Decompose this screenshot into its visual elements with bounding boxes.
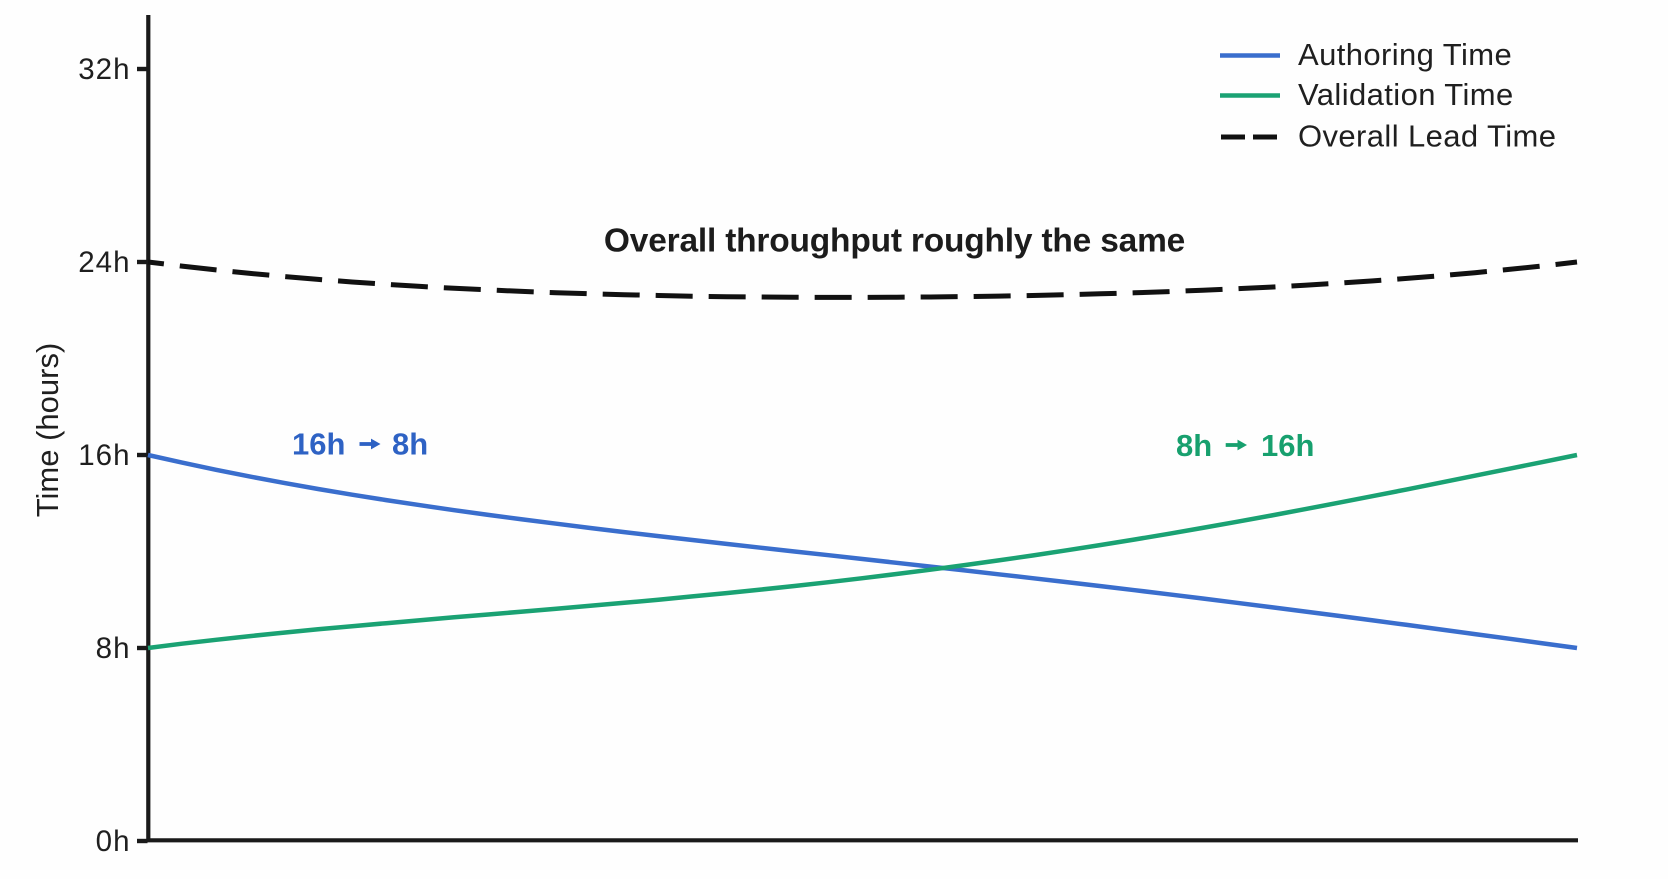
svg-text:Validation Time: Validation Time (1298, 77, 1514, 112)
svg-text:16h: 16h (292, 427, 345, 462)
svg-text:16h: 16h (78, 439, 130, 472)
svg-text:8h: 8h (392, 427, 428, 462)
svg-text:Overall Lead Time: Overall Lead Time (1298, 119, 1556, 154)
svg-text:32h: 32h (78, 53, 130, 86)
svg-text:Overall throughput roughly the: Overall throughput roughly the same (604, 223, 1185, 260)
svg-text:8h: 8h (96, 632, 131, 665)
svg-text:16h: 16h (1261, 428, 1314, 463)
svg-text:8h: 8h (1176, 428, 1212, 463)
svg-text:24h: 24h (78, 246, 130, 279)
svg-text:Authoring Time: Authoring Time (1298, 37, 1512, 72)
svg-text:Time (hours): Time (hours) (30, 343, 65, 518)
svg-text:0h: 0h (96, 825, 131, 858)
